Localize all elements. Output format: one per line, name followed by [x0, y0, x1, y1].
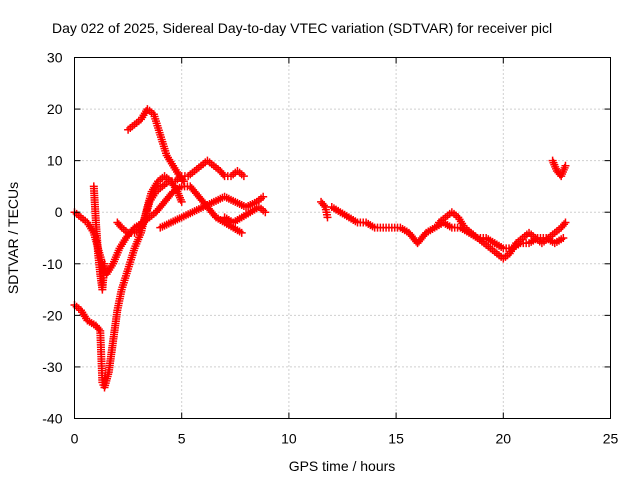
series-arc-10: [434, 208, 570, 263]
x-tick-label: 10: [281, 431, 297, 447]
series-arc-7: [220, 203, 270, 227]
data-point-marker: [219, 170, 228, 179]
data-point-marker: [116, 221, 125, 230]
x-tick-label: 15: [388, 431, 404, 447]
series-arc-11: [548, 156, 570, 181]
data-point-marker: [319, 201, 328, 210]
y-tick-label: -20: [42, 307, 62, 323]
y-tick-label: 30: [47, 50, 63, 66]
y-axis-label: SDTVAR / TECUs: [5, 182, 21, 294]
x-tick-label: 25: [603, 431, 619, 447]
x-tick-label: 5: [178, 431, 186, 447]
y-tick-label: 20: [47, 101, 63, 117]
data-point-marker: [559, 234, 568, 242]
data-points: [70, 105, 570, 392]
y-tick-label: -10: [42, 256, 62, 272]
data-point-marker: [561, 218, 570, 227]
data-point-marker: [323, 213, 332, 222]
y-tick-label: -30: [42, 359, 62, 375]
data-point-marker: [237, 228, 246, 237]
data-point-marker: [560, 220, 569, 229]
series-arc-2: [124, 105, 188, 186]
grid-lines: [74, 57, 611, 419]
x-tick-label: 20: [496, 431, 512, 447]
series-arc-8: [317, 197, 332, 222]
data-point-marker: [177, 197, 186, 206]
x-axis-label: GPS time / hours: [289, 458, 396, 474]
data-point-marker: [94, 325, 103, 334]
data-point-marker: [261, 208, 270, 217]
data-point-marker: [561, 161, 570, 170]
x-tick-label: 0: [71, 431, 79, 447]
y-tick-label: 10: [47, 153, 63, 169]
data-point-marker: [259, 192, 268, 201]
y-tick-label: 0: [55, 204, 63, 220]
data-point-marker: [239, 172, 248, 181]
y-tick-label: -40: [42, 411, 62, 427]
series-arc-6: [156, 192, 268, 232]
series-arc-1: [70, 172, 186, 392]
series-arc-4: [89, 182, 109, 294]
axis-ticks: 0 5 10 15 20 25 -40 -30 -20 -10 0 10 20 30: [42, 50, 618, 447]
data-point-marker: [100, 259, 109, 268]
series-arc-5: [113, 156, 248, 237]
series-arc-9: [327, 203, 568, 253]
plot-frame: [74, 57, 611, 419]
chart-title: Day 022 of 2025, Sidereal Day-to-day VTE…: [52, 20, 552, 36]
